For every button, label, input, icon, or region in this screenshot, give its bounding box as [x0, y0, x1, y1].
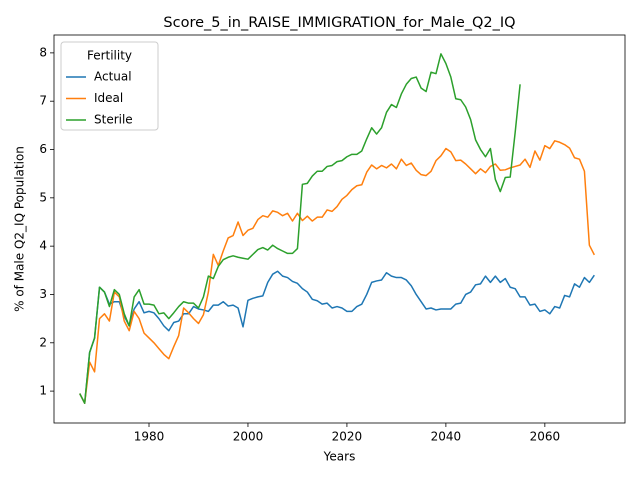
- x-tick-label: 2000: [233, 430, 264, 444]
- y-tick-label: 1: [39, 384, 47, 398]
- y-tick-label: 8: [39, 45, 47, 59]
- legend-label: Actual: [94, 70, 132, 84]
- y-tick-label: 2: [39, 335, 47, 349]
- y-tick-label: 3: [39, 287, 47, 301]
- series-line: [79, 140, 595, 404]
- legend-label: Ideal: [94, 91, 123, 105]
- x-axis-label: Years: [323, 450, 356, 464]
- y-tick-label: 6: [39, 142, 47, 156]
- x-tick-label: 2060: [530, 430, 561, 444]
- chart-title: Score_5_in_RAISE_IMMIGRATION_for_Male_Q2…: [163, 15, 515, 31]
- y-tick-label: 4: [39, 239, 47, 253]
- legend-label: Sterile: [94, 113, 133, 127]
- y-tick-label: 5: [39, 190, 47, 204]
- y-axis-label: % of Male Q2_IQ Population: [13, 146, 27, 312]
- axes-frame: [53, 34, 626, 424]
- plot-area: [79, 53, 595, 404]
- series-line: [79, 53, 521, 404]
- x-tick-label: 1980: [134, 430, 165, 444]
- x-tick-label: 2020: [332, 430, 363, 444]
- y-tick-label: 7: [39, 94, 47, 108]
- series-line: [79, 270, 595, 404]
- legend-title: Fertility: [87, 49, 132, 63]
- x-tick-label: 2040: [431, 430, 462, 444]
- legend-box: [60, 41, 159, 131]
- legend: Fertility Actual Ideal Sterile: [60, 41, 159, 131]
